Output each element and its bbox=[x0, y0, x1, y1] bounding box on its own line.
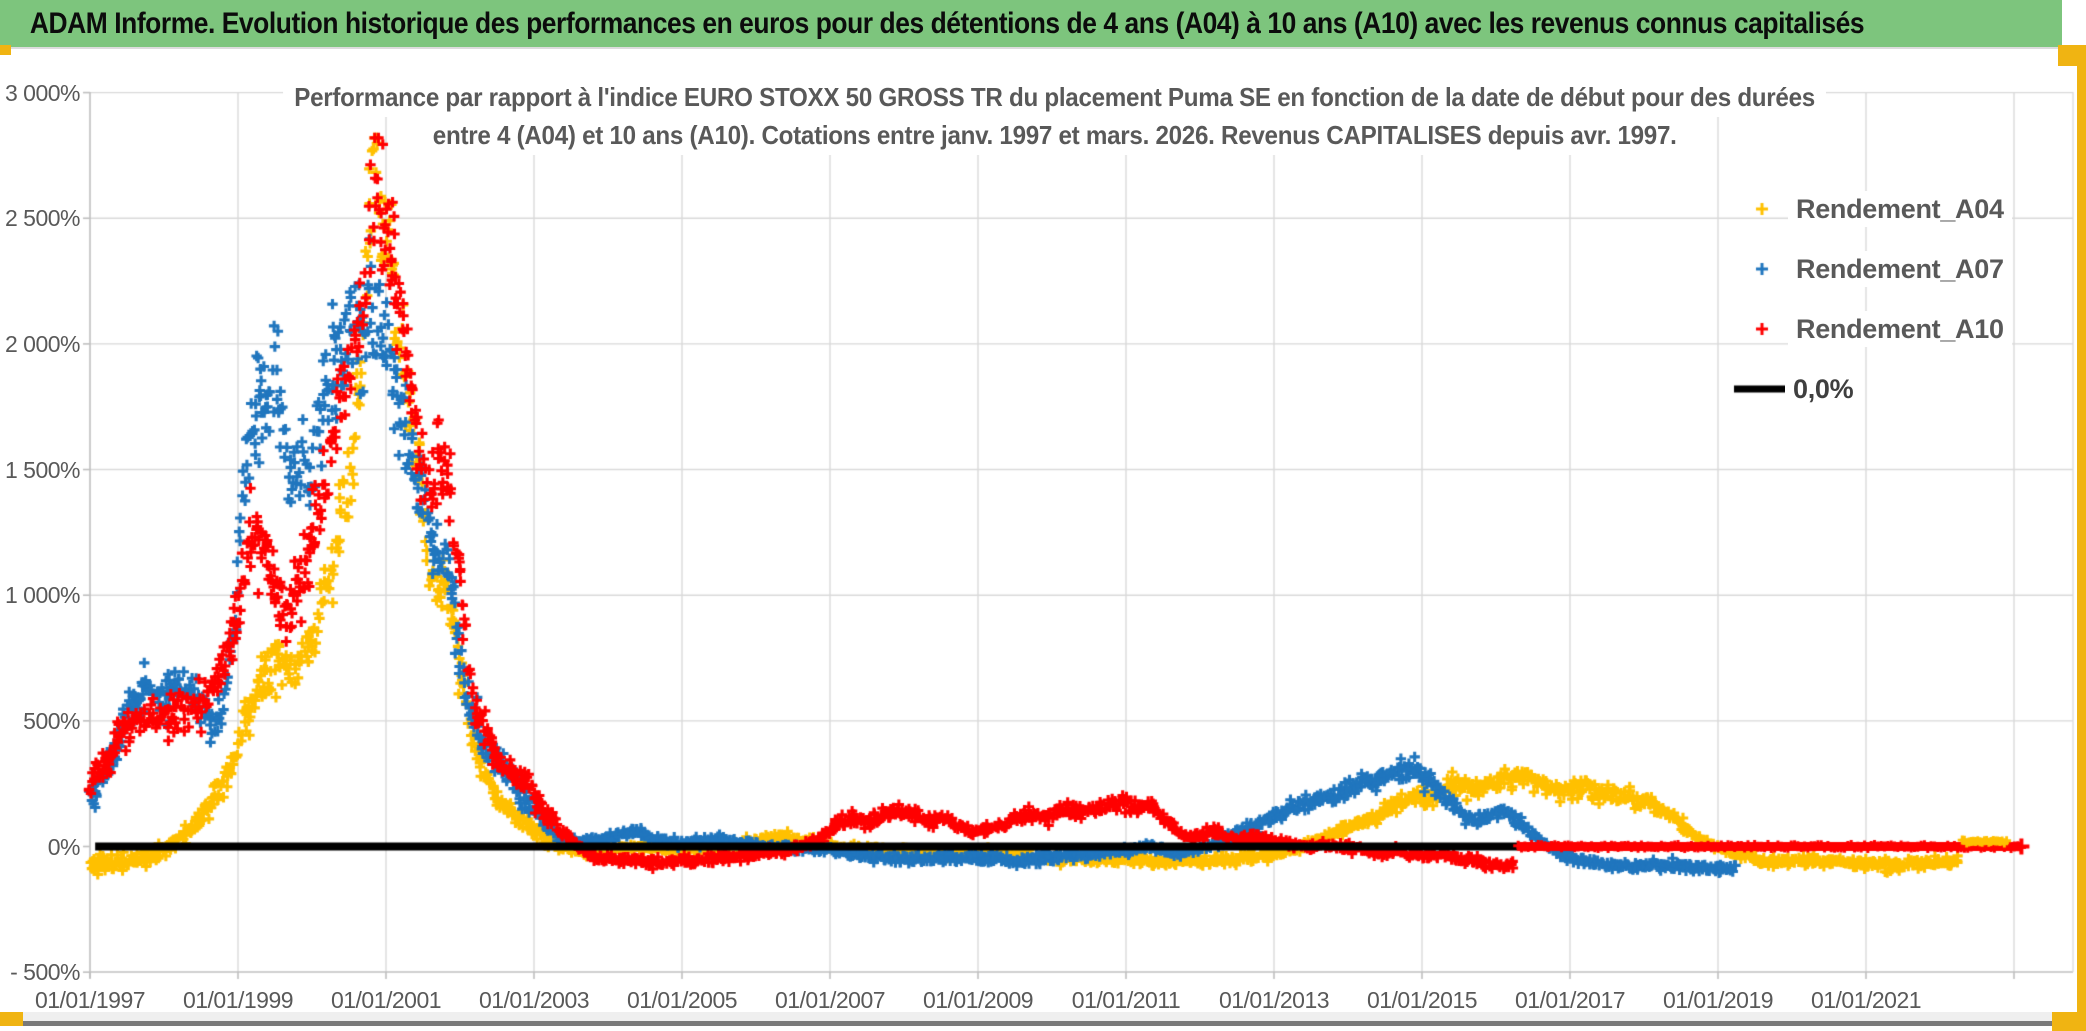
x-axis-tick-label: 01/01/2021 bbox=[1810, 987, 1922, 1013]
y-axis-tick-label: 2 000% bbox=[4, 330, 81, 357]
chart-subtitle-line-2: entre 4 (A04) et 10 ans (A10). Cotations… bbox=[90, 115, 2020, 155]
x-axis-tick-label: 01/01/1997 bbox=[34, 987, 146, 1013]
title-bar: ADAM Informe. Evolution historique des p… bbox=[0, 0, 2062, 47]
y-axis-tick-label: 1 500% bbox=[4, 456, 81, 483]
y-axis-tick-label: 0% bbox=[47, 833, 81, 860]
gold-accent-bottom-left bbox=[0, 1012, 23, 1026]
gold-accent-right-edge bbox=[2077, 45, 2086, 1031]
legend-item-rendement-a10[interactable]: Rendement_A10 bbox=[1788, 311, 2012, 347]
y-axis-tick-label: 500% bbox=[23, 707, 80, 734]
x-axis-tick-label: 01/01/2001 bbox=[330, 987, 442, 1013]
bottom-scroll-strip bbox=[0, 1012, 2086, 1021]
legend-item-rendement-a04[interactable]: Rendement_A04 bbox=[1788, 191, 2012, 227]
x-axis-tick-label: 01/01/2009 bbox=[922, 987, 1034, 1013]
legend-item-zero-line[interactable]: 0,0% bbox=[1785, 371, 1862, 407]
y-axis-tick-label: - 500% bbox=[10, 959, 80, 986]
x-axis-tick-label: 01/01/2017 bbox=[1514, 987, 1626, 1013]
gold-accent-bottom-right bbox=[2052, 1012, 2086, 1031]
y-axis-tick-label: 2 500% bbox=[4, 205, 81, 232]
x-axis-tick-label: 01/01/2005 bbox=[626, 987, 738, 1013]
y-axis-tick-label: 1 000% bbox=[4, 582, 81, 609]
x-axis-tick-label: 01/01/2003 bbox=[478, 987, 590, 1013]
header-divider bbox=[0, 47, 2086, 49]
x-axis-tick-label: 01/01/1999 bbox=[182, 987, 294, 1013]
x-axis-tick-label: 01/01/2007 bbox=[774, 987, 886, 1013]
bottom-edge-line bbox=[0, 1021, 2086, 1026]
x-axis-tick-label: 01/01/2015 bbox=[1366, 987, 1478, 1013]
chart-subtitle-line-1: Performance par rapport à l'indice EURO … bbox=[90, 77, 2020, 117]
x-axis-tick-label: 01/01/2011 bbox=[1071, 987, 1181, 1013]
x-axis-tick-label: 01/01/2013 bbox=[1218, 987, 1330, 1013]
gold-accent-top-left bbox=[0, 45, 11, 55]
page-title: ADAM Informe. Evolution historique des p… bbox=[29, 7, 1865, 40]
x-axis-tick-label: 01/01/2019 bbox=[1662, 987, 1774, 1013]
y-axis-tick-label: 3 000% bbox=[4, 79, 81, 106]
legend-item-rendement-a07[interactable]: Rendement_A07 bbox=[1788, 251, 2012, 287]
